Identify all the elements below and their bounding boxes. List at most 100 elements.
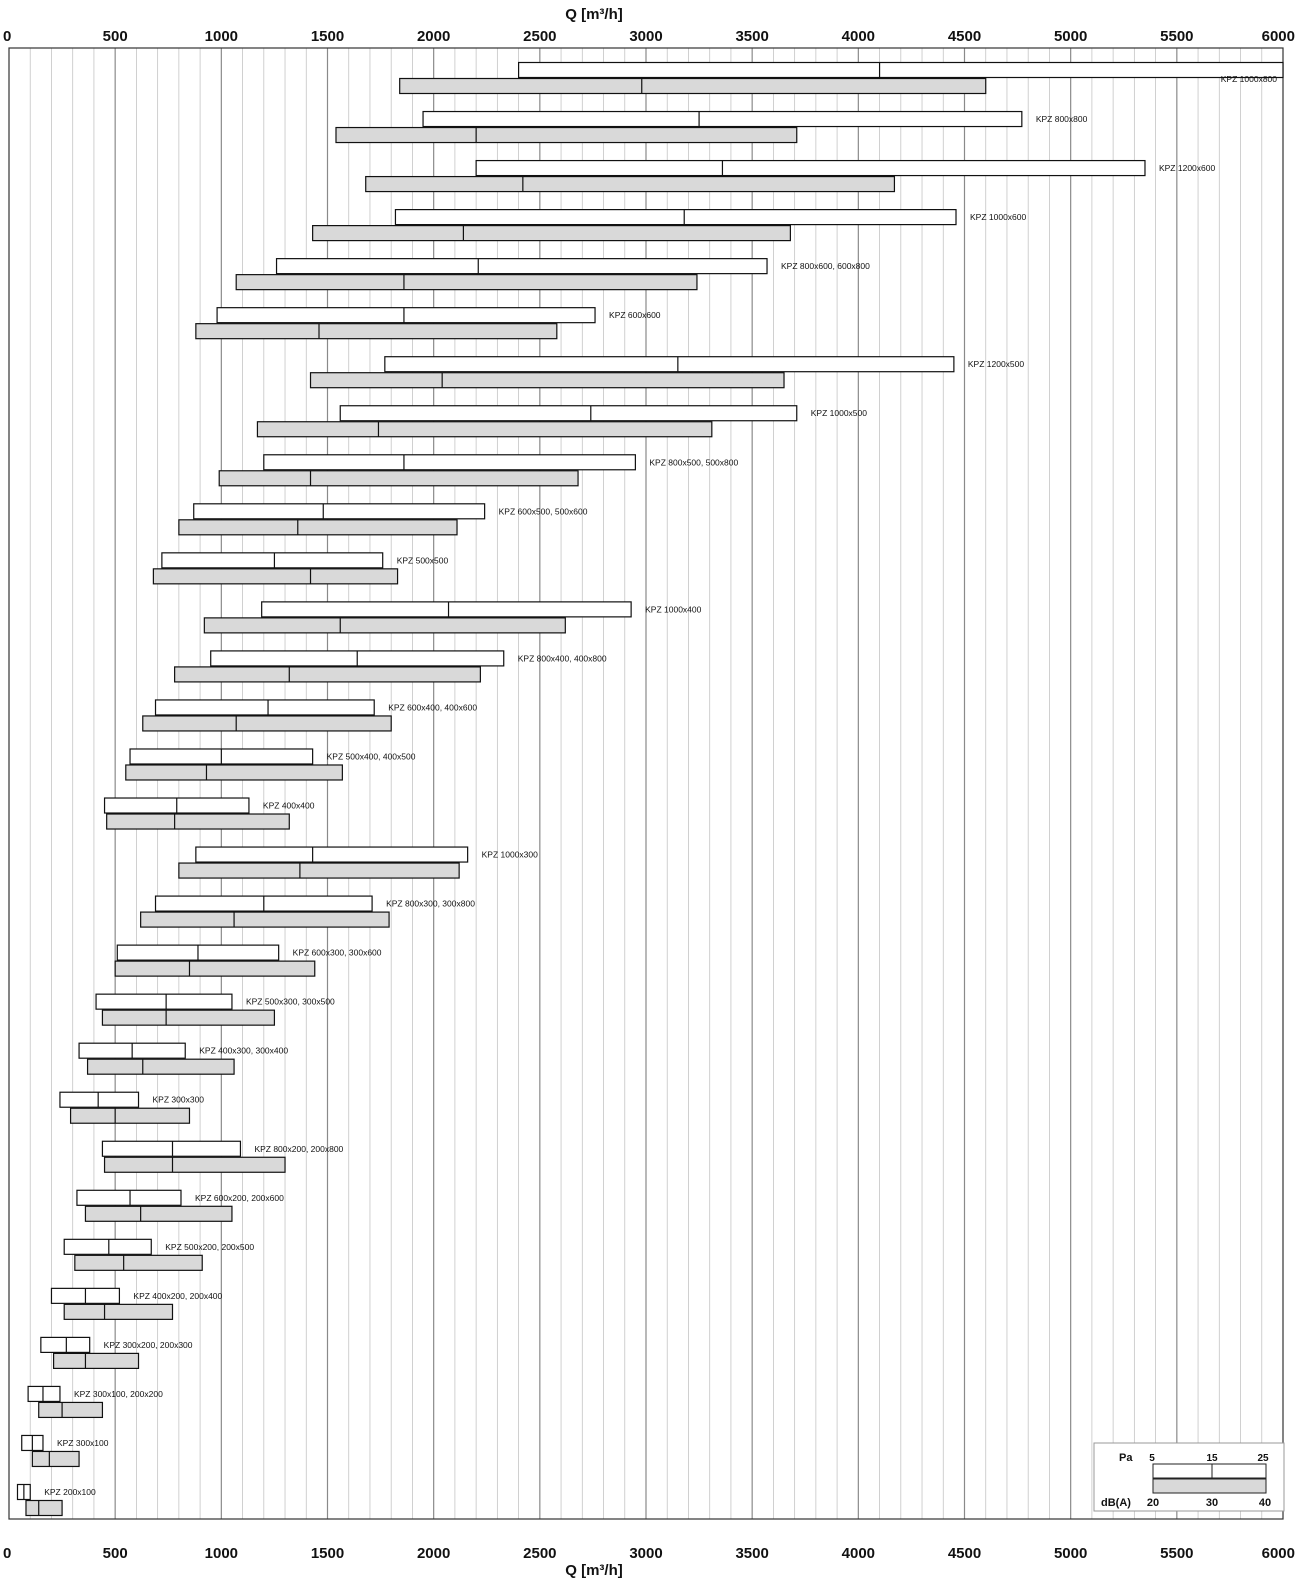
bottom-tick-labels: 0 500 1000 1500 2000 2500 3000 3500 4000 4500 5000… [3, 1545, 1295, 1562]
series-row: KPZ 400x400 [103, 797, 315, 830]
x-tick-label: 4500 [948, 1545, 981, 1562]
legend-db-tick-0: 20 [1147, 1497, 1159, 1509]
db-range-bar [84, 1205, 233, 1222]
x-tick-label: 4000 [842, 1545, 875, 1562]
pa-range-bar [422, 110, 1023, 128]
series-row: KPZ 1000x400 [203, 601, 702, 634]
series-label: KPZ 600x400, 400x600 [388, 702, 477, 712]
db-range-bar [195, 323, 558, 340]
series-label: KPZ 800x500, 500x800 [649, 457, 738, 467]
series-label: KPZ 600x200, 200x600 [195, 1193, 284, 1203]
series-label: KPZ 400x200, 200x400 [133, 1291, 222, 1301]
series-label: KPZ 1000x300 [482, 850, 539, 860]
series-row: KPZ 300x100, 200x200 [27, 1385, 163, 1419]
db-range-bar [235, 274, 698, 291]
x-tick-label: 0 [3, 28, 11, 45]
x-tick-label: 5000 [1054, 1545, 1087, 1562]
db-range-bar [178, 519, 458, 536]
series-row: KPZ 800x400, 400x800 [174, 650, 607, 683]
x-tick-label: 5000 [1054, 28, 1087, 45]
db-range-bar [74, 1254, 203, 1271]
series-label: KPZ 600x600 [609, 310, 661, 320]
x-tick-label: 3000 [629, 1545, 662, 1562]
x-tick-label: 4000 [842, 28, 875, 45]
series-label: KPZ 500x400, 400x500 [327, 751, 416, 761]
series-label: KPZ 500x300, 300x500 [246, 997, 335, 1007]
db-range-bar [103, 1156, 286, 1173]
legend-pa-label: Pa [1119, 1452, 1133, 1464]
series-label: KPZ 800x800 [1036, 114, 1088, 124]
series-label: KPZ 300x200, 200x300 [104, 1340, 193, 1350]
pa-range-bar [154, 699, 375, 716]
db-range-bar [312, 225, 791, 242]
series-row: KPZ 600x300, 300x600 [114, 944, 382, 977]
db-range-bar [25, 1499, 63, 1517]
series-row: KPZ 500x400, 400x500 [125, 748, 416, 781]
series-label: KPZ 1000x600 [970, 212, 1027, 222]
series-label: KPZ 500x500 [397, 555, 449, 565]
series-row: KPZ 300x300 [59, 1091, 204, 1124]
pa-range-bar [195, 846, 469, 863]
x-tick-label: 6000 [1262, 28, 1295, 45]
series-row: KPZ 800x500, 500x800 [218, 454, 738, 487]
db-range-bar [174, 666, 481, 683]
x-axis-title-top: Q [m³/h] [565, 6, 623, 23]
db-range-bar [203, 617, 566, 634]
x-tick-label: 0 [3, 1545, 11, 1562]
series-label: KPZ 600x500, 500x600 [499, 506, 588, 516]
legend-db-tick-1: 30 [1206, 1497, 1218, 1509]
series-label: KPZ 1000x800 [1221, 74, 1278, 84]
pa-range-bar [101, 1140, 242, 1157]
top-tick-labels: 0 500 1000 1500 2000 2500 3000 3500 4000 4500 5000… [3, 28, 1295, 45]
series-row: KPZ 300x200, 200x300 [40, 1336, 193, 1369]
db-range-bar [218, 470, 579, 487]
series-row: KPZ 200x100 [16, 1483, 96, 1517]
legend-pa-bar [1152, 1463, 1267, 1479]
x-tick-label: 3500 [735, 28, 768, 45]
db-range-bar [335, 126, 798, 144]
db-range-bar [365, 175, 896, 193]
x-tick-label: 500 [103, 1545, 128, 1562]
db-range-bar [38, 1401, 104, 1419]
legend-pa-tick-0: 5 [1149, 1453, 1155, 1464]
pa-range-bar [95, 993, 233, 1010]
series-row: KPZ 800x200, 200x800 [101, 1140, 344, 1173]
db-range-bar [178, 862, 460, 879]
x-tick-label: 500 [103, 28, 128, 45]
series-row: KPZ 1000x600 [312, 209, 1027, 242]
x-tick-label: 1500 [311, 1545, 344, 1562]
db-range-bar [52, 1352, 140, 1369]
series-label: KPZ 800x400, 400x800 [518, 653, 607, 663]
x-tick-label: 3500 [735, 1545, 768, 1562]
pa-range-bar [193, 503, 486, 520]
db-range-bar [152, 568, 399, 585]
series-row: KPZ 600x200, 200x600 [76, 1189, 284, 1222]
x-tick-label: 3000 [629, 28, 662, 45]
series-label: KPZ 300x100, 200x200 [74, 1389, 163, 1399]
db-range-bar [101, 1009, 276, 1026]
pa-range-bar [40, 1336, 91, 1353]
series-label: KPZ 500x200, 200x500 [165, 1242, 254, 1252]
db-range-bar [63, 1303, 174, 1320]
pa-range-bar [475, 159, 1146, 177]
db-range-bar [86, 1058, 235, 1075]
db-range-bar [256, 421, 713, 438]
db-range-bar [106, 813, 290, 830]
pa-range-bar [59, 1091, 140, 1108]
legend-pa-tick-2: 25 [1257, 1453, 1269, 1464]
pa-range-bar [63, 1238, 152, 1255]
series-row: KPZ 1200x600 [365, 159, 1216, 193]
x-tick-label: 2500 [523, 1545, 556, 1562]
x-tick-label: 5500 [1160, 28, 1193, 45]
pa-range-bar [275, 258, 768, 275]
pa-range-bar [263, 454, 636, 471]
pa-range-bar [27, 1385, 61, 1403]
series-label: KPZ 1200x600 [1159, 163, 1216, 173]
series-row: KPZ 400x300, 300x400 [78, 1042, 288, 1075]
series-row: KPZ 500x500 [152, 552, 449, 585]
db-range-bar [399, 77, 987, 95]
series-label: KPZ 600x300, 300x600 [293, 948, 382, 958]
x-tick-label: 2000 [417, 28, 450, 45]
pa-range-bar [76, 1189, 182, 1206]
pa-range-bar [394, 209, 957, 226]
